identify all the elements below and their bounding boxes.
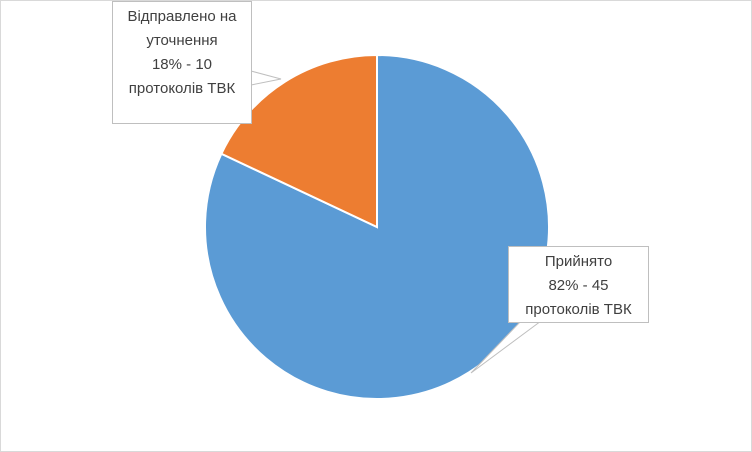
data-label: Відправлено на уточнення 18% - 10 проток… (112, 1, 252, 124)
value-label: 82% - 45 протоколів ТВК (525, 277, 632, 318)
pie-slice (220, 53, 378, 229)
category-label: Прийнято (544, 253, 613, 270)
category-label: Відправлено на уточнення (127, 8, 237, 49)
data-label: Прийнято 82% - 45 протоколів ТВК (508, 246, 649, 323)
leader-line (250, 70, 282, 86)
value-label: 18% - 10 протоколів ТВК (128, 56, 236, 97)
leader-line (470, 320, 542, 374)
